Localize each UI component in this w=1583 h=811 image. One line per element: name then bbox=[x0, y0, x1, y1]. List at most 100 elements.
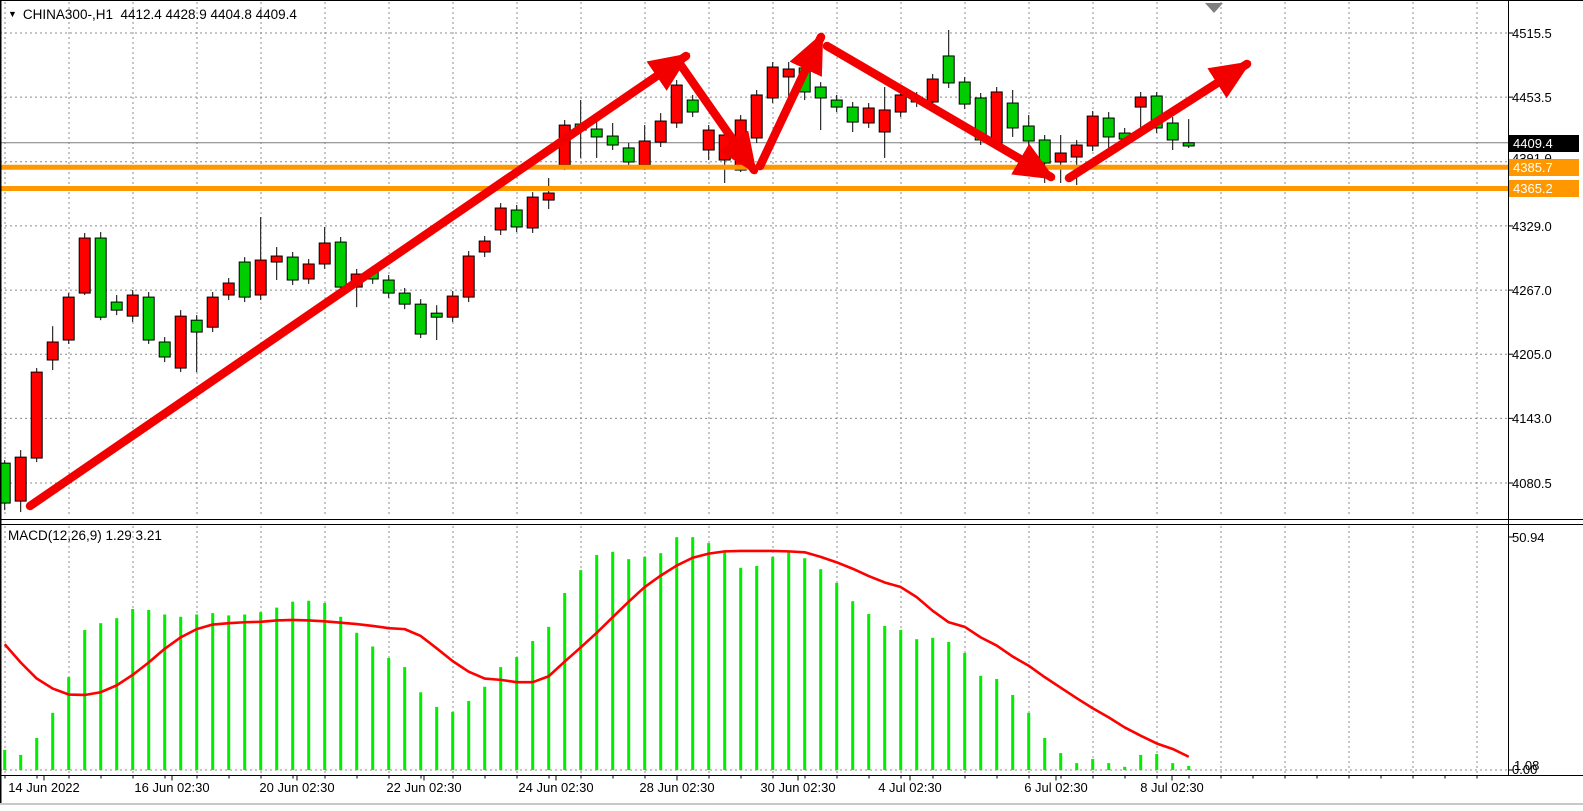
symbol-dropdown-icon[interactable]: ▼ bbox=[8, 9, 17, 19]
candle-body bbox=[222, 282, 235, 296]
candle-body bbox=[894, 94, 907, 113]
candle-body bbox=[430, 312, 443, 318]
current-price-badge: 4409.4 bbox=[1509, 135, 1579, 152]
price-axis-label: 4143.0 bbox=[1512, 411, 1552, 427]
candle-body bbox=[1070, 144, 1083, 158]
time-axis-label: 8 Jul 02:30 bbox=[1140, 780, 1204, 795]
chart-title: ▼ CHINA300-,H1 4412.4 4428.9 4404.8 4409… bbox=[8, 7, 297, 22]
candle-body bbox=[990, 91, 1003, 144]
candle-body bbox=[750, 94, 763, 139]
time-axis-label: 14 Jun 2022 bbox=[8, 780, 80, 795]
candle-body bbox=[478, 240, 491, 253]
candle-body bbox=[78, 237, 91, 294]
axis-ticks bbox=[4, 32, 1513, 781]
price-axis-label: 4329.0 bbox=[1512, 218, 1552, 234]
candle-body bbox=[142, 296, 155, 341]
trend-arrow-line[interactable] bbox=[755, 32, 826, 171]
candle-body bbox=[174, 315, 187, 369]
candlestick-series[interactable] bbox=[0, 30, 1195, 513]
candle-body bbox=[622, 147, 635, 163]
price-axis-label: 4205.0 bbox=[1512, 347, 1552, 363]
candle-body bbox=[302, 263, 315, 280]
candle-body bbox=[638, 140, 651, 166]
macd-axis-current-label: 1.08 bbox=[1514, 758, 1540, 773]
candle-body bbox=[382, 279, 395, 294]
time-axis-label: 24 Jun 02:30 bbox=[518, 780, 594, 795]
candle-body bbox=[526, 196, 539, 229]
candle-body bbox=[110, 301, 123, 311]
candle-body bbox=[0, 462, 11, 504]
candle-body bbox=[414, 303, 427, 335]
candle-body bbox=[1054, 152, 1067, 163]
macd-indicator-label: MACD(12,26,9) 1.29 3.21 bbox=[8, 528, 162, 543]
trend-arrow-line[interactable] bbox=[822, 41, 1056, 182]
candle-body bbox=[206, 296, 219, 328]
candle-body bbox=[1038, 139, 1051, 164]
candle-body bbox=[446, 295, 459, 318]
macd-axis-zero-label: 0.00 bbox=[1512, 762, 1538, 777]
time-axis-label: 6 Jul 02:30 bbox=[1024, 780, 1088, 795]
candle-body bbox=[1182, 142, 1195, 147]
level-price-badge: 4385.7 bbox=[1509, 159, 1579, 176]
candle-body bbox=[830, 99, 843, 108]
candle-body bbox=[878, 109, 891, 133]
candle-body bbox=[942, 55, 955, 84]
chart-title-text: CHINA300-,H1 4412.4 4428.9 4404.8 4409.4 bbox=[22, 7, 297, 22]
trend-arrow-line[interactable] bbox=[675, 59, 759, 175]
candle-body bbox=[654, 120, 667, 143]
trend-arrow-line[interactable] bbox=[1064, 59, 1252, 183]
trend-arrows[interactable] bbox=[25, 32, 1252, 511]
candle-body bbox=[702, 129, 715, 151]
time-axis-label: 4 Jul 02:30 bbox=[878, 780, 942, 795]
candle-body bbox=[494, 207, 507, 231]
candle-body bbox=[510, 209, 523, 228]
candle-body bbox=[782, 68, 795, 78]
price-axis-label: 4515.5 bbox=[1512, 26, 1552, 41]
candle-body bbox=[462, 255, 475, 298]
candle-body bbox=[590, 128, 603, 138]
candle-body bbox=[846, 106, 859, 123]
candle-body bbox=[318, 242, 331, 265]
price-axis-label: 4267.0 bbox=[1512, 283, 1552, 299]
candle-body bbox=[30, 371, 43, 459]
candle-body bbox=[398, 292, 411, 305]
candle-body bbox=[958, 81, 971, 105]
horizontal-gridlines bbox=[0, 32, 1508, 771]
candle-body bbox=[606, 135, 619, 146]
candle-body bbox=[270, 255, 283, 263]
candle-body bbox=[62, 296, 75, 341]
trend-arrow-line[interactable] bbox=[25, 51, 691, 511]
time-axis-label: 22 Jun 02:30 bbox=[386, 780, 462, 795]
level-price-badge: 4365.2 bbox=[1509, 180, 1579, 197]
time-axis-label: 16 Jun 02:30 bbox=[134, 780, 210, 795]
candle-body bbox=[1006, 102, 1019, 129]
candle-body bbox=[766, 66, 779, 99]
time-axis-label: 20 Jun 02:30 bbox=[259, 780, 335, 795]
candle-body bbox=[1102, 117, 1115, 138]
macd-histogram bbox=[3, 537, 1191, 770]
candle-body bbox=[238, 261, 251, 298]
candle-body bbox=[1022, 125, 1035, 142]
candle-body bbox=[1134, 96, 1147, 108]
candle-body bbox=[286, 256, 299, 281]
price-axis-label: 4080.5 bbox=[1512, 476, 1552, 491]
scroll-position-icon[interactable] bbox=[1205, 3, 1223, 13]
candle-body bbox=[1150, 95, 1163, 129]
price-axis-label: 4453.5 bbox=[1512, 90, 1552, 106]
candle-body bbox=[1086, 115, 1099, 147]
candle-body bbox=[14, 456, 27, 502]
candle-body bbox=[1166, 122, 1179, 141]
time-axis-label: 28 Jun 02:30 bbox=[639, 780, 715, 795]
candle-body bbox=[862, 107, 875, 124]
macd-axis-max-label: 50.94 bbox=[1512, 530, 1545, 545]
macd-signal-line bbox=[3, 549, 1190, 758]
candle-body bbox=[542, 192, 555, 201]
candle-body bbox=[254, 259, 267, 296]
candle-body bbox=[94, 237, 107, 318]
candle-body bbox=[190, 319, 203, 333]
candle-body bbox=[334, 241, 347, 288]
candle-body bbox=[686, 99, 699, 113]
